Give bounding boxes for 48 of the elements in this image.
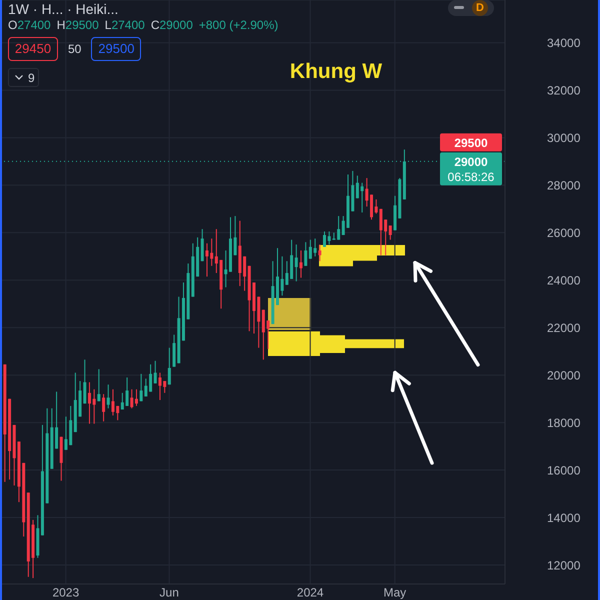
x-tick-label: Jun — [160, 586, 179, 600]
annotation: Khung W — [288, 60, 384, 84]
candlestick — [140, 373, 143, 402]
x-tick-label: 2023 — [52, 586, 80, 600]
y-tick-label: 22000 — [547, 320, 581, 335]
x-tick-label: 2024 — [296, 586, 324, 600]
annotation: 06:58:26 — [448, 170, 495, 184]
y-tick-label: 32000 — [547, 83, 581, 98]
annotation: L27400 — [104, 18, 145, 32]
y-tick-label: 14000 — [547, 510, 581, 525]
candlestick — [294, 244, 298, 282]
candlestick — [83, 359, 86, 404]
candlestick — [168, 347, 171, 386]
candlestick — [97, 368, 100, 402]
candlestick — [323, 230, 326, 248]
annotation: C29000 — [150, 18, 193, 32]
y-tick-label: 24000 — [547, 273, 581, 288]
y-tick-label: 18000 — [547, 416, 581, 430]
annotation: +800 (+2.90%) — [198, 18, 278, 33]
candlestick — [106, 384, 110, 409]
annotation: 9 — [28, 70, 35, 84]
candlestick — [154, 360, 157, 384]
annotation: 29500 — [91, 37, 142, 61]
ref-line-label: 29000 — [454, 154, 488, 169]
x-tick-label: May — [384, 586, 406, 600]
y-tick-label: 34000 — [547, 36, 581, 50]
y-tick-label: 20000 — [547, 368, 581, 382]
annotation: H29500 — [56, 18, 99, 32]
y-tick-label: 30000 — [547, 130, 581, 145]
candlestick — [388, 225, 392, 240]
annotation: 50 — [67, 42, 82, 56]
y-tick-label: 26000 — [547, 226, 581, 240]
annotation: D — [472, 0, 488, 16]
candlestick — [172, 334, 176, 368]
candlestick — [200, 228, 204, 262]
y-tick-label: 16000 — [547, 463, 581, 478]
annotation: 29450 — [8, 37, 58, 61]
candlestick — [318, 244, 322, 262]
candlestick — [102, 394, 106, 422]
annotation: 29500 — [454, 136, 488, 150]
candlestick — [134, 388, 138, 406]
candlestick — [300, 250, 302, 278]
y-tick-label: 12000 — [547, 558, 581, 572]
y-tick-label: 28000 — [547, 178, 581, 192]
annotation: O27400 — [8, 18, 51, 32]
chart-title: 1W · H... · Heiki... — [8, 1, 118, 17]
candlestick — [304, 242, 308, 266]
status-pill: D — [448, 0, 494, 16]
